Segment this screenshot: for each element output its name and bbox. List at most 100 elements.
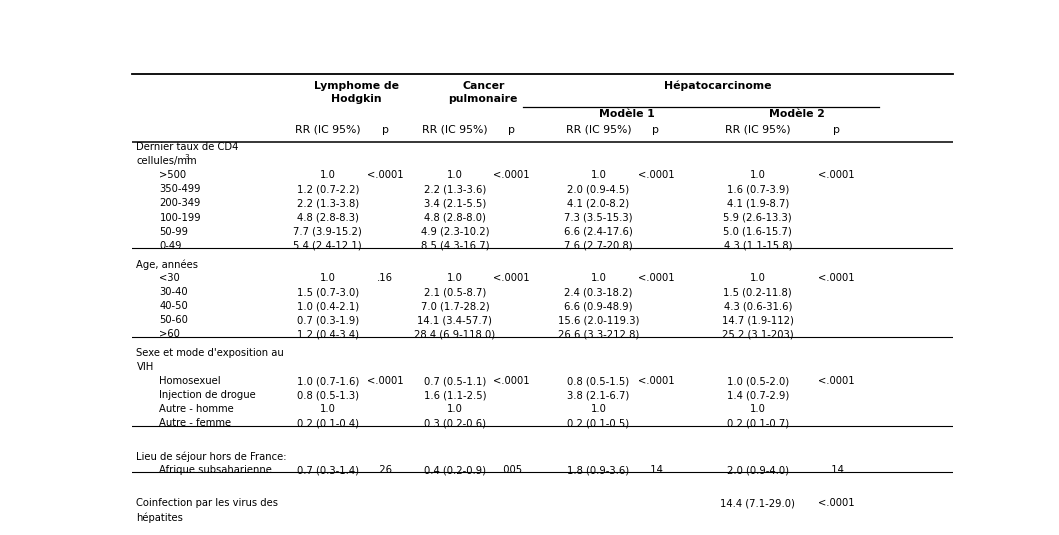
Text: 1.0: 1.0 [591,171,607,180]
Text: 26.6 (3.3-212.8): 26.6 (3.3-212.8) [558,330,640,340]
Text: 1.0: 1.0 [447,171,463,180]
Text: 1.4 (0.7-2.9): 1.4 (0.7-2.9) [726,391,789,401]
Text: 1.0: 1.0 [750,273,766,284]
Text: 15.6 (2.0-119.3): 15.6 (2.0-119.3) [558,316,640,325]
Text: 0.8 (0.5-1.3): 0.8 (0.5-1.3) [297,391,359,401]
Text: 0.3 (0.2-0.6): 0.3 (0.2-0.6) [424,418,486,429]
Text: 50-60: 50-60 [160,316,189,325]
Text: 2.2 (1.3-3.6): 2.2 (1.3-3.6) [424,185,486,195]
Text: 4.3 (1.1-15.8): 4.3 (1.1-15.8) [723,241,792,250]
Text: Hépatocarcinome: Hépatocarcinome [664,81,771,91]
Text: <30: <30 [160,273,180,284]
Text: 4.1 (2.0-8.2): 4.1 (2.0-8.2) [568,198,630,209]
Text: .14: .14 [648,465,664,476]
Text: 7.7 (3.9-15.2): 7.7 (3.9-15.2) [293,226,362,236]
Text: <.0001: <.0001 [493,273,530,284]
Text: .26: .26 [377,465,393,476]
Text: 1.0 (0.4-2.1): 1.0 (0.4-2.1) [297,302,359,311]
Text: 1.0: 1.0 [320,404,336,415]
Text: Homosexuel: Homosexuel [160,377,221,386]
Text: 1.0: 1.0 [447,404,463,415]
Text: 3.8 (2.1-6.7): 3.8 (2.1-6.7) [568,391,630,401]
Text: <.0001: <.0001 [819,171,855,180]
Text: <.0001: <.0001 [638,273,675,284]
Text: 0.4 (0.2-0.9): 0.4 (0.2-0.9) [424,465,486,476]
Text: p: p [381,125,389,135]
Text: 7.3 (3.5-15.3): 7.3 (3.5-15.3) [564,212,633,223]
Text: VIH: VIH [137,362,154,372]
Text: Injection de drogue: Injection de drogue [160,391,256,401]
Text: p: p [652,125,660,135]
Text: 200-349: 200-349 [160,198,201,209]
Text: 4.9 (2.3-10.2): 4.9 (2.3-10.2) [420,226,489,236]
Text: 1.0: 1.0 [320,273,336,284]
Text: 7.6 (2.7-20.8): 7.6 (2.7-20.8) [564,241,633,250]
Text: hépatites: hépatites [137,513,183,523]
Text: RR (IC 95%): RR (IC 95%) [423,125,488,135]
Text: Lieu de séjour hors de France:: Lieu de séjour hors de France: [137,452,287,462]
Text: 4.1 (1.9-8.7): 4.1 (1.9-8.7) [726,198,789,209]
Text: p: p [833,125,840,135]
Text: 1.5 (0.7-3.0): 1.5 (0.7-3.0) [297,287,359,297]
Text: 1.6 (0.7-3.9): 1.6 (0.7-3.9) [726,185,789,195]
Text: 5.0 (1.6-15.7): 5.0 (1.6-15.7) [723,226,792,236]
Text: .16: .16 [377,273,393,284]
Text: 3: 3 [184,155,189,160]
Text: .14: .14 [828,465,844,476]
Text: 2.4 (0.3-18.2): 2.4 (0.3-18.2) [564,287,632,297]
Text: <.0001: <.0001 [819,377,855,386]
Text: <.0001: <.0001 [493,171,530,180]
Text: 1.0: 1.0 [447,273,463,284]
Text: <.0001: <.0001 [638,377,675,386]
Text: 2.0 (0.9-4.5): 2.0 (0.9-4.5) [568,185,630,195]
Text: 1.8 (0.9-3.6): 1.8 (0.9-3.6) [568,465,630,476]
Text: <.0001: <.0001 [638,171,675,180]
Text: 1.0: 1.0 [750,171,766,180]
Text: 1.0: 1.0 [591,273,607,284]
Text: >500: >500 [160,171,186,180]
Text: Modèle 1: Modèle 1 [599,109,656,119]
Text: <.0001: <.0001 [493,377,530,386]
Text: 5.9 (2.6-13.3): 5.9 (2.6-13.3) [723,212,792,223]
Text: 2.1 (0.5-8.7): 2.1 (0.5-8.7) [424,287,486,297]
Text: 0-49: 0-49 [160,241,182,250]
Text: cellules/mm: cellules/mm [137,156,197,166]
Text: 8.5 (4.3-16.7): 8.5 (4.3-16.7) [420,241,489,250]
Text: 0.2 (0.1-0.4): 0.2 (0.1-0.4) [297,418,359,429]
Text: 40-50: 40-50 [160,302,189,311]
Text: .005: .005 [501,465,522,476]
Text: <.0001: <.0001 [819,273,855,284]
Text: >60: >60 [160,330,180,340]
Text: Coinfection par les virus des: Coinfection par les virus des [137,499,279,508]
Text: p: p [508,125,515,135]
Text: <.0001: <.0001 [366,171,403,180]
Text: Modèle 2: Modèle 2 [769,109,825,119]
Text: Dernier taux de CD4: Dernier taux de CD4 [137,142,239,152]
Text: 7.0 (1.7-28.2): 7.0 (1.7-28.2) [420,302,489,311]
Text: 1.2 (0.7-2.2): 1.2 (0.7-2.2) [297,185,359,195]
Text: 1.5 (0.2-11.8): 1.5 (0.2-11.8) [723,287,792,297]
Text: 1.0 (0.7-1.6): 1.0 (0.7-1.6) [297,377,359,386]
Text: 350-499: 350-499 [160,185,201,195]
Text: Autre - homme: Autre - homme [160,404,234,415]
Text: 4.8 (2.8-8.0): 4.8 (2.8-8.0) [424,212,486,223]
Text: RR (IC 95%): RR (IC 95%) [725,125,791,135]
Text: 1.6 (1.1-2.5): 1.6 (1.1-2.5) [424,391,486,401]
Text: 5.4 (2.4-12.1): 5.4 (2.4-12.1) [293,241,362,250]
Text: 2.0 (0.9-4.0): 2.0 (0.9-4.0) [726,465,789,476]
Text: 0.8 (0.5-1.5): 0.8 (0.5-1.5) [568,377,630,386]
Text: Autre - femme: Autre - femme [160,418,232,429]
Text: 1.0: 1.0 [750,404,766,415]
Text: 0.7 (0.3-1.4): 0.7 (0.3-1.4) [297,465,359,476]
Text: 4.8 (2.8-8.3): 4.8 (2.8-8.3) [297,212,359,223]
Text: 0.7 (0.3-1.9): 0.7 (0.3-1.9) [297,316,359,325]
Text: Age, années: Age, années [137,259,198,270]
Text: 14.4 (7.1-29.0): 14.4 (7.1-29.0) [720,499,795,508]
Text: 25.2 (3.1-203): 25.2 (3.1-203) [722,330,793,340]
Text: <.0001: <.0001 [366,377,403,386]
Text: Sexe et mode d'exposition au: Sexe et mode d'exposition au [137,348,284,358]
Text: RR (IC 95%): RR (IC 95%) [566,125,631,135]
Text: Lymphome de
Hodgkin: Lymphome de Hodgkin [313,81,399,104]
Text: RR (IC 95%): RR (IC 95%) [294,125,360,135]
Text: 14.7 (1.9-112): 14.7 (1.9-112) [722,316,793,325]
